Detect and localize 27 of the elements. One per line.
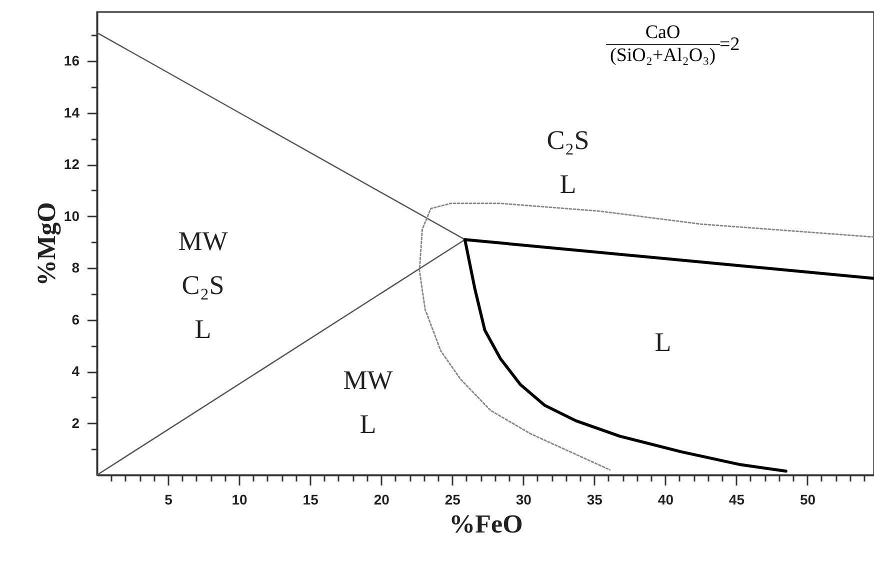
x-tick-label: 5 xyxy=(164,492,173,508)
x-tick-label: 40 xyxy=(658,492,674,508)
y-tick-label: 4 xyxy=(72,363,80,380)
y-tick-label: 12 xyxy=(64,156,80,172)
x-tick-label: 50 xyxy=(800,492,816,508)
annotation: (SiO₂+Al₂O₃) xyxy=(610,45,716,67)
x-tick-label: 30 xyxy=(516,492,532,508)
annotation: MW C₂S L xyxy=(178,225,228,346)
y-tick-label: 14 xyxy=(64,104,80,120)
y-tick-label: 6 xyxy=(72,311,80,328)
x-tick-label: 35 xyxy=(586,492,603,508)
y-tick-label: 8 xyxy=(72,260,80,276)
x-tick-label: 45 xyxy=(728,492,745,508)
annotation: =2 xyxy=(720,34,740,56)
annotation: L xyxy=(654,326,672,359)
x-tick-label: 10 xyxy=(232,492,248,508)
annotation: C₂S L xyxy=(546,124,590,201)
x-tick-label: 25 xyxy=(444,492,461,508)
annotation: CaO xyxy=(606,22,720,45)
y-tick-label: 2 xyxy=(72,414,80,431)
x-tick-label: 15 xyxy=(302,492,319,508)
x-axis-title: %FeO xyxy=(449,510,523,538)
y-tick-label: 16 xyxy=(64,52,80,69)
y-tick-label: 10 xyxy=(64,208,80,224)
y-axis-title: %MgO xyxy=(32,202,61,286)
annotation: MW L xyxy=(343,364,393,441)
x-tick-label: 20 xyxy=(374,492,390,508)
